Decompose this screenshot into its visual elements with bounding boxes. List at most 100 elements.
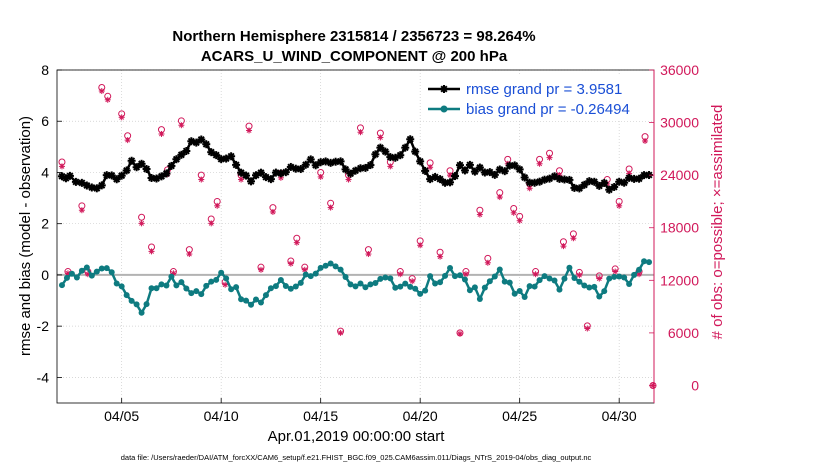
rmse-point-13-stroke-3 <box>123 166 131 174</box>
rmse-point-113 <box>620 178 629 187</box>
legend-rmse-marker <box>440 85 448 93</box>
obs-assimilated-point-29-stroke-3 <box>338 330 344 336</box>
rmse-point-34 <box>227 152 236 161</box>
rmse-point-3-stroke-3 <box>72 178 80 186</box>
bias-point-56 <box>337 266 344 273</box>
obs-assimilated-point-39-stroke-3 <box>437 254 443 260</box>
rmse-point-49 <box>301 160 310 169</box>
rmse-point-92 <box>515 165 524 174</box>
rmse-point-49-stroke-3 <box>302 161 310 169</box>
y-tick-label-5: 6 <box>41 113 49 129</box>
rmse-point-31-stroke-3 <box>212 151 220 159</box>
rmse-point-30-stroke-3 <box>207 148 215 156</box>
rmse-point-88-stroke-3 <box>496 165 504 173</box>
obs-assimilated-point-50 <box>532 271 539 278</box>
plot-area <box>57 70 654 403</box>
obs-assimilated-point-34 <box>387 163 394 170</box>
obs-assimilated-point-0-stroke-3 <box>59 163 65 169</box>
obs-assimilated-point-43 <box>476 211 483 218</box>
obs-assimilated-point-35-stroke-3 <box>397 271 403 277</box>
bias-point-103 <box>571 274 578 281</box>
bias-point-94 <box>526 283 533 290</box>
obs-possible-point-8 <box>138 213 146 221</box>
bias-point-117 <box>641 258 648 265</box>
rmse-point-46-stroke-3 <box>287 163 295 171</box>
bias-point-106 <box>586 284 593 291</box>
bias-point-3 <box>73 274 80 281</box>
bias-point-69 <box>402 280 409 287</box>
obs-assimilated-point-18 <box>222 281 229 288</box>
bias-point-70 <box>407 283 414 290</box>
rmse-point-34-stroke-3 <box>227 152 235 160</box>
rmse-point-73 <box>421 166 430 175</box>
bias-point-42 <box>267 285 274 292</box>
bias-point-83 <box>471 284 478 291</box>
rmse-point-111 <box>610 182 619 191</box>
legend-bias-marker <box>440 105 448 113</box>
obs-assimilated-point-61-stroke-3 <box>616 203 622 209</box>
obs-assimilated-point-17-stroke-3 <box>214 203 220 209</box>
obs-assimilated-point-60 <box>612 268 619 275</box>
rmse-point-85-stroke-3 <box>481 169 489 177</box>
bias-point-67 <box>392 284 399 291</box>
rmse-point-56-stroke-3 <box>337 157 345 165</box>
obs-assimilated-point-20-stroke-3 <box>246 128 252 133</box>
y2-tick-label-1: 6000 <box>668 325 699 341</box>
bias-point-64 <box>377 275 384 282</box>
rmse-point-58-stroke-3 <box>347 170 355 178</box>
obs-assimilated-point-20 <box>246 127 253 134</box>
rmse-point-16-stroke-3 <box>138 160 146 168</box>
obs-assimilated-point-15 <box>198 176 205 183</box>
rmse-point-40-stroke-3 <box>257 169 265 177</box>
rmse-point-91-stroke-3 <box>511 161 519 169</box>
rmse-point-78-stroke-3 <box>446 178 454 186</box>
bias-point-11 <box>113 280 120 287</box>
bias-point-63 <box>372 280 379 287</box>
right-axis: 0 6000 12000 18000 24000 30000 36000 <box>649 62 699 403</box>
rmse-point-8 <box>97 181 106 190</box>
obs-assimilated-point-45 <box>496 194 503 201</box>
rmse-point-21 <box>162 169 171 178</box>
obs-assimilated-point-28 <box>327 204 334 211</box>
rmse-point-92-stroke-3 <box>516 165 524 173</box>
obs-assimilated-point-32 <box>365 251 372 258</box>
rmse-point-71-stroke-3 <box>411 148 419 156</box>
bias-point-14 <box>128 297 135 304</box>
y2-tick-label-3: 18000 <box>660 220 699 236</box>
bias-point-113 <box>621 274 628 281</box>
obs-assimilated-point-37 <box>417 242 424 249</box>
rmse-point-65 <box>381 147 390 156</box>
obs-assimilated-point-5-stroke-3 <box>105 97 111 103</box>
obs-assimilated-point-8 <box>138 220 145 227</box>
bias-point-52 <box>317 264 324 271</box>
bias-point-33 <box>223 275 230 282</box>
obs-assimilated-point-29 <box>337 329 344 336</box>
obs-assimilated-point-26-stroke-3 <box>302 267 308 273</box>
rmse-point-45 <box>281 168 290 177</box>
bias-point-57 <box>342 273 349 280</box>
bias-point-25 <box>183 285 190 292</box>
obs-assimilated-point-43-stroke-3 <box>477 212 483 218</box>
obs-assimilated-point-51 <box>536 160 543 167</box>
rmse-point-81-stroke-3 <box>461 166 469 174</box>
bias-point-37 <box>243 297 250 304</box>
bias-point-85 <box>481 284 488 291</box>
obs-assimilated-point-58 <box>596 275 603 282</box>
obs-assimilated-point-13 <box>178 122 185 129</box>
rmse-point-17-stroke-3 <box>143 165 151 173</box>
rmse-point-113-stroke-3 <box>620 179 628 187</box>
rmse-point-63-stroke-3 <box>371 150 379 158</box>
rmse-point-93 <box>520 173 529 182</box>
rmse-point-20 <box>157 172 166 181</box>
obs-assimilated-point-41-stroke-3 <box>457 331 463 337</box>
bias-point-87 <box>491 273 498 280</box>
y2-tick-label-0: 0 <box>691 377 699 393</box>
rmse-point-84-stroke-3 <box>476 164 484 172</box>
rmse-point-106-stroke-3 <box>585 177 593 185</box>
obs-assimilated-point-1-stroke-3 <box>65 270 71 276</box>
rmse-point-28-stroke-3 <box>197 135 205 144</box>
x-tick-label-5: 04/30 <box>602 408 637 424</box>
rmse-point-82-stroke-3 <box>466 161 474 169</box>
rmse-point-32-stroke-3 <box>217 155 225 163</box>
